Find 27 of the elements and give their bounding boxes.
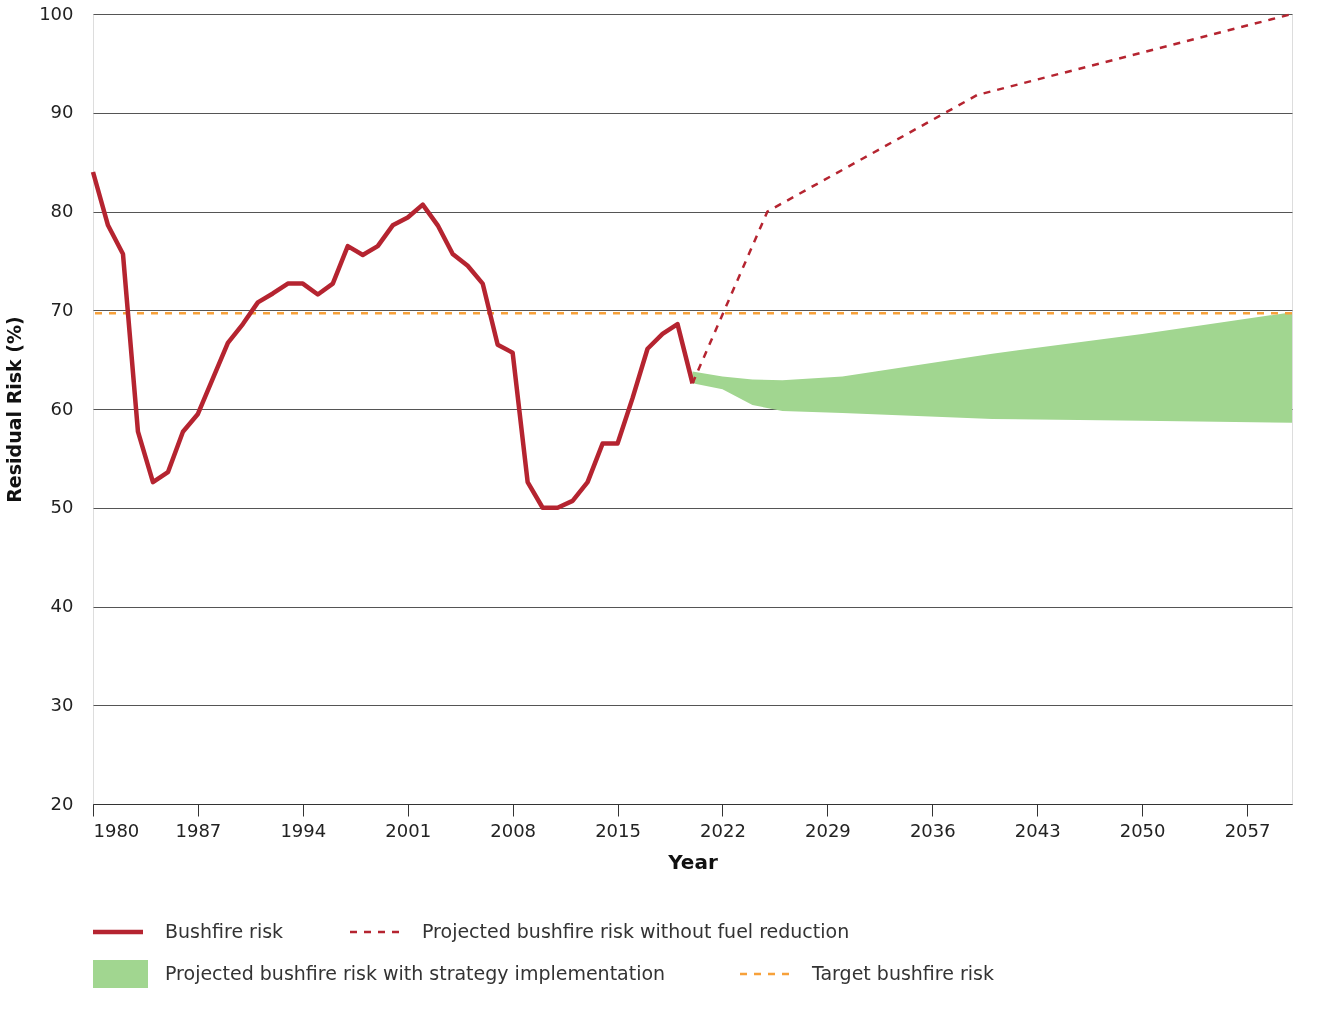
- x-tick-label: 2043: [1014, 819, 1061, 841]
- legend-label: Projected bushfire risk without fuel reduction: [422, 920, 850, 942]
- x-tick-label: 2029: [804, 819, 851, 841]
- x-tick-label: 1987: [175, 819, 222, 841]
- x-tick-label: 2001: [385, 819, 432, 841]
- y-tick-label: 90: [50, 101, 74, 123]
- x-tick-label: 2022: [700, 819, 746, 841]
- legend-label: Projected bushfire risk with strategy implementation: [165, 962, 666, 984]
- x-tick-label: 2050: [1119, 819, 1166, 841]
- x-tick-label: 1994: [280, 819, 327, 841]
- y-tick-label: 40: [50, 595, 74, 616]
- y-tick-label: 100: [39, 2, 74, 24]
- x-tick-label: 1980: [93, 819, 140, 841]
- y-tick-label: 30: [50, 693, 74, 715]
- x-tick-label: 2015: [595, 819, 641, 841]
- y-tick-label: 70: [50, 298, 74, 320]
- legend-label: Target bushfire risk: [811, 962, 994, 984]
- x-axis-title: Year: [667, 849, 718, 874]
- legend-label: Bushfire risk: [165, 920, 284, 942]
- x-tick-label: 2008: [490, 819, 537, 841]
- y-tick-label: 50: [50, 496, 74, 518]
- y-axis-title: Residual Risk (%): [3, 316, 26, 503]
- y-tick-label: 20: [50, 792, 74, 814]
- y-tick-label: 60: [50, 397, 74, 419]
- x-tick-label: 2057: [1224, 819, 1271, 841]
- x-tick-label: 2036: [909, 819, 956, 841]
- y-tick-label: 80: [50, 200, 74, 221]
